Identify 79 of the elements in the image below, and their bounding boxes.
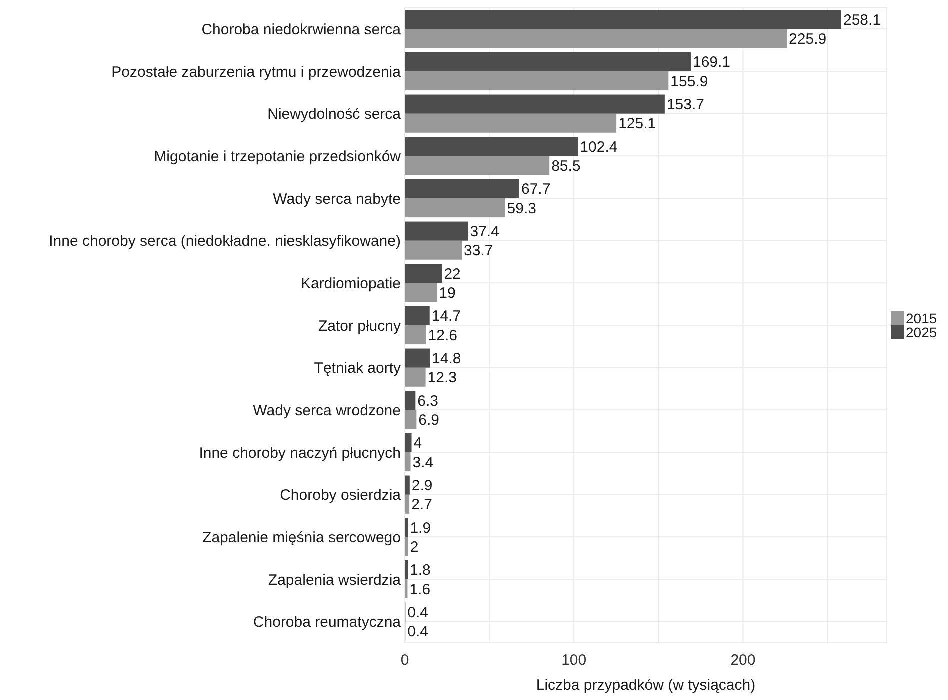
data-label: 85.5: [552, 158, 581, 175]
bar: [405, 580, 408, 599]
data-label: 6.9: [418, 412, 440, 429]
bar: [405, 326, 426, 345]
y-tick-label: Zapalenia wsierdzia: [268, 572, 402, 589]
y-tick-label: Zator płucny: [318, 318, 402, 335]
y-tick-label: Choroba niedokrwienna serca: [202, 21, 402, 38]
data-label: 2.9: [412, 478, 433, 495]
y-tick-label: Zapalenie mięśnia sercowego: [202, 529, 401, 546]
y-tick-label: Wady serca nabyte: [273, 190, 401, 208]
data-label: 3.4: [412, 454, 434, 472]
y-tick-label: Migotanie i trzepotanie przedsionków: [154, 148, 402, 166]
data-label: 169.1: [692, 54, 731, 72]
bar: [405, 391, 416, 410]
bar: [405, 240, 462, 260]
bar: [405, 72, 669, 91]
y-tick-label: Niewydolność serca: [268, 106, 402, 124]
y-tick-label: Choroby osierdzia: [280, 487, 402, 504]
bar: [405, 306, 430, 326]
bar: [405, 264, 442, 284]
bar: [405, 137, 578, 156]
bar: [405, 537, 408, 556]
data-label: 155.9: [670, 73, 708, 90]
x-tick-label: 0: [400, 652, 410, 669]
bar: [405, 560, 408, 580]
data-label: 258.1: [844, 12, 882, 29]
x-axis-title: Liczba przypadków (w tysiącach): [536, 677, 756, 694]
bar: [405, 452, 411, 472]
data-label: 67.7: [521, 181, 551, 198]
legend-label: 2015: [906, 310, 938, 326]
bar: [405, 114, 617, 133]
y-tick-label: Tętniak aorty: [314, 360, 402, 378]
data-label: 225.9: [789, 30, 827, 48]
bar: [405, 518, 408, 538]
data-label: 1.8: [410, 562, 431, 580]
data-label: 22: [444, 266, 461, 283]
bar: [405, 156, 550, 176]
x-tick-label: 200: [730, 652, 756, 669]
bar: [405, 433, 412, 452]
legend-label: 2025: [906, 324, 938, 340]
data-label: 1.9: [410, 520, 432, 537]
y-tick-label: Kardiomiopatie: [300, 275, 401, 292]
data-label: 12.3: [428, 370, 458, 387]
data-label: 59.3: [507, 200, 536, 218]
y-tick-label: Inne choroby naczyń płucnych: [199, 444, 401, 462]
data-label: 33.7: [464, 242, 494, 260]
bar: [405, 348, 430, 368]
y-tick-label: Wady serca wrodzone: [253, 402, 401, 420]
data-label: 0.4: [408, 604, 429, 622]
data-label: 0.4: [408, 624, 429, 641]
bar: [405, 179, 520, 198]
data-label: 1.6: [410, 581, 431, 598]
bar: [405, 368, 426, 387]
bar: [405, 52, 691, 72]
bar: [405, 494, 410, 514]
data-label: 12.6: [428, 327, 458, 344]
bar: [405, 476, 410, 495]
bar: [405, 283, 438, 302]
data-label: 125.1: [618, 116, 656, 133]
x-tick-label: 100: [562, 652, 587, 669]
bar: [405, 29, 788, 48]
y-tick-label: Inne choroby serca (niedokładne. niesklasyfikowane): [49, 233, 401, 250]
data-label: 153.7: [666, 96, 704, 114]
data-label: 14.8: [432, 350, 462, 368]
bar: [405, 410, 417, 430]
bar: [405, 222, 468, 241]
bar: [405, 10, 842, 30]
data-label: 37.4: [470, 224, 500, 241]
data-label: 2: [410, 538, 419, 556]
y-tick-label: Pozostałe zaburzenia rytmu i przewodzenia: [112, 64, 402, 81]
data-label: 19: [439, 284, 456, 302]
data-label: 102.4: [580, 138, 618, 156]
data-label: 4: [414, 435, 422, 452]
data-label: 6.3: [418, 392, 439, 410]
bar: [405, 94, 665, 114]
data-label: 14.7: [432, 308, 462, 326]
data-label: 2.7: [412, 496, 432, 514]
bar: [405, 198, 506, 218]
y-tick-label: Choroba reumatyczna: [253, 614, 402, 632]
